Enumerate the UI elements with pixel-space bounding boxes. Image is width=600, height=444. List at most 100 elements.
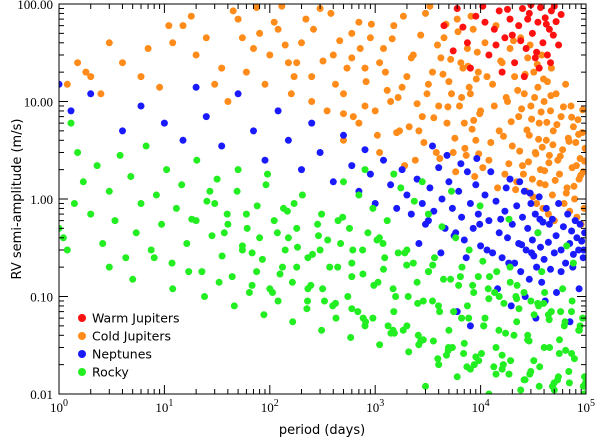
rocky-point [530,311,538,319]
x-tick-label: 103 [366,398,384,415]
warm-jupiters-point [485,51,493,59]
cold-jupiters-point [568,113,576,121]
rocky-point [168,259,176,267]
cold-jupiters-point [465,83,473,91]
cold-jupiters-point [458,94,466,101]
rocky-point [445,326,453,334]
rocky-point [394,249,402,257]
cold-jupiters-point [340,136,347,144]
rocky-point [513,318,521,326]
cold-jupiters-point [565,137,573,145]
cold-jupiters-point [519,170,527,178]
rocky-point [570,355,578,363]
cold-jupiters-point [429,68,436,76]
cold-jupiters-point [512,186,520,194]
rocky-point [270,217,278,225]
cold-jupiters-point [327,9,335,17]
cold-jupiters-point [530,68,538,76]
cold-jupiters-point [490,102,498,110]
rocky-point [535,382,543,390]
cold-jupiters-point [481,39,489,47]
neptunes-point [59,80,63,88]
cold-jupiters-point [366,34,374,42]
neptunes-point [552,232,560,240]
rocky-point [206,187,214,195]
cold-jupiters-point [527,102,535,110]
neptunes-point [495,229,503,237]
neptunes-point [547,265,554,273]
rocky-point [409,259,417,267]
rocky-point [453,373,461,381]
cold-jupiters-point [340,110,347,118]
rocky-point [238,246,246,254]
cold-jupiters-point [443,119,451,127]
neptunes-point [348,162,356,170]
neptunes-point [458,213,466,221]
rocky-point [414,299,422,307]
rocky-point [361,166,369,174]
cold-jupiters-point [524,54,532,62]
cold-jupiters-point [489,80,497,88]
rocky-point [381,254,389,262]
neptunes-point [559,223,567,231]
cold-jupiters-point [165,22,173,30]
rocky-point [524,331,532,339]
rocky-point [245,289,253,296]
warm-jupiters-point [545,25,553,33]
rocky-point [348,259,356,267]
neptunes-point [562,259,570,267]
warm-jupiters-point [549,31,557,39]
cold-jupiters-point [541,167,549,175]
cold-jupiters-point [242,68,250,76]
neptunes-point [520,187,528,195]
neptunes-point [67,107,75,115]
rocky-point [281,246,289,254]
cold-jupiters-point [218,64,226,72]
rocky-point [340,178,347,186]
neptunes-point [528,249,536,257]
y-tick-label: 100.00 [17,0,53,12]
rocky-point [364,229,372,237]
cold-jupiters-point [270,18,278,26]
neptunes-point [535,193,543,201]
cold-jupiters-point [549,141,557,149]
warm-jupiters-point [531,54,539,62]
cold-jupiters-point [574,116,582,124]
neptunes-point [455,187,463,195]
cold-jupiters-point [466,90,474,98]
cold-jupiters-point [577,171,585,179]
warm-jupiters-point [449,47,457,55]
rocky-point [435,361,443,369]
rocky-point [318,210,326,218]
rocky-point [484,285,492,293]
cold-jupiters-point [361,102,369,110]
neptunes-point [537,243,544,251]
cold-jupiters-point [579,106,586,114]
rocky-point [334,263,342,271]
y-tick-label: 0.01 [30,387,53,402]
cold-jupiters-point [187,12,195,20]
rocky-point [105,187,113,195]
cold-jupiters-point [453,15,461,23]
cold-jupiters-point [403,73,411,81]
neptunes-point [179,136,187,144]
neptunes-point [536,215,544,223]
cold-jupiters-point [547,92,555,100]
rocky-point [223,210,231,218]
cold-jupiters-point [418,113,426,121]
neptunes-point [466,322,474,330]
cold-jupiters-point [537,108,545,116]
warm-jupiters-point [520,73,528,81]
cold-jupiters-point [224,98,232,105]
neptunes-point [501,207,509,215]
rocky-point [390,308,398,316]
neptunes-point [557,268,565,276]
rocky-point [122,254,130,262]
cold-jupiters-point [422,9,429,17]
rocky-point [384,322,392,330]
cold-jupiters-point [302,15,310,23]
neptunes-point [492,197,500,205]
rocky-point [491,289,499,296]
cold-jupiters-point [538,51,546,59]
rocky-point [507,357,515,365]
